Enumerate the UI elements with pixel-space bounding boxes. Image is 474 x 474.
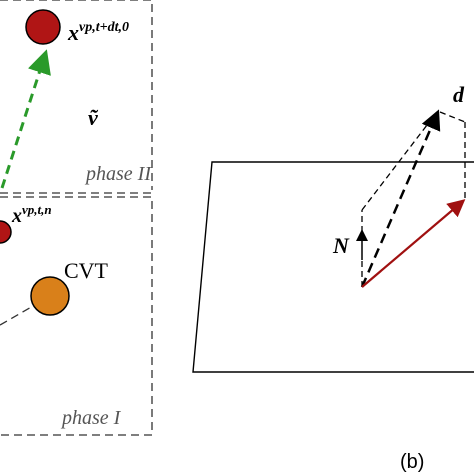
- cvt-point: [30, 276, 70, 316]
- velocity-arrow: [0, 49, 51, 189]
- vector-arrow: [360, 109, 441, 288]
- phase-1-label: phase I: [60, 407, 122, 429]
- right-panel: [192, 109, 474, 373]
- top-label: d: [453, 82, 465, 107]
- phase-2-label: phase II: [84, 163, 152, 185]
- dashed-link: [0, 305, 34, 326]
- old-point: [0, 220, 12, 244]
- x-new-label: xvp,t+dt,0: [67, 20, 129, 45]
- plane: [192, 161, 474, 373]
- caption: (b): [400, 451, 424, 473]
- x-old-label: xvp,t,n: [11, 202, 52, 227]
- phase-2-box: [0, 0, 153, 194]
- normal-label: N: [332, 233, 350, 258]
- projected-arrow: [361, 199, 466, 288]
- new-point: [25, 9, 61, 45]
- dashed-edge: [361, 111, 438, 211]
- cvt-label: CVT: [64, 258, 109, 283]
- dashed-edge: [439, 111, 466, 123]
- phase-1-box: [0, 196, 153, 436]
- left-panel: [0, 0, 153, 436]
- velocity-label: ṽ: [88, 105, 99, 130]
